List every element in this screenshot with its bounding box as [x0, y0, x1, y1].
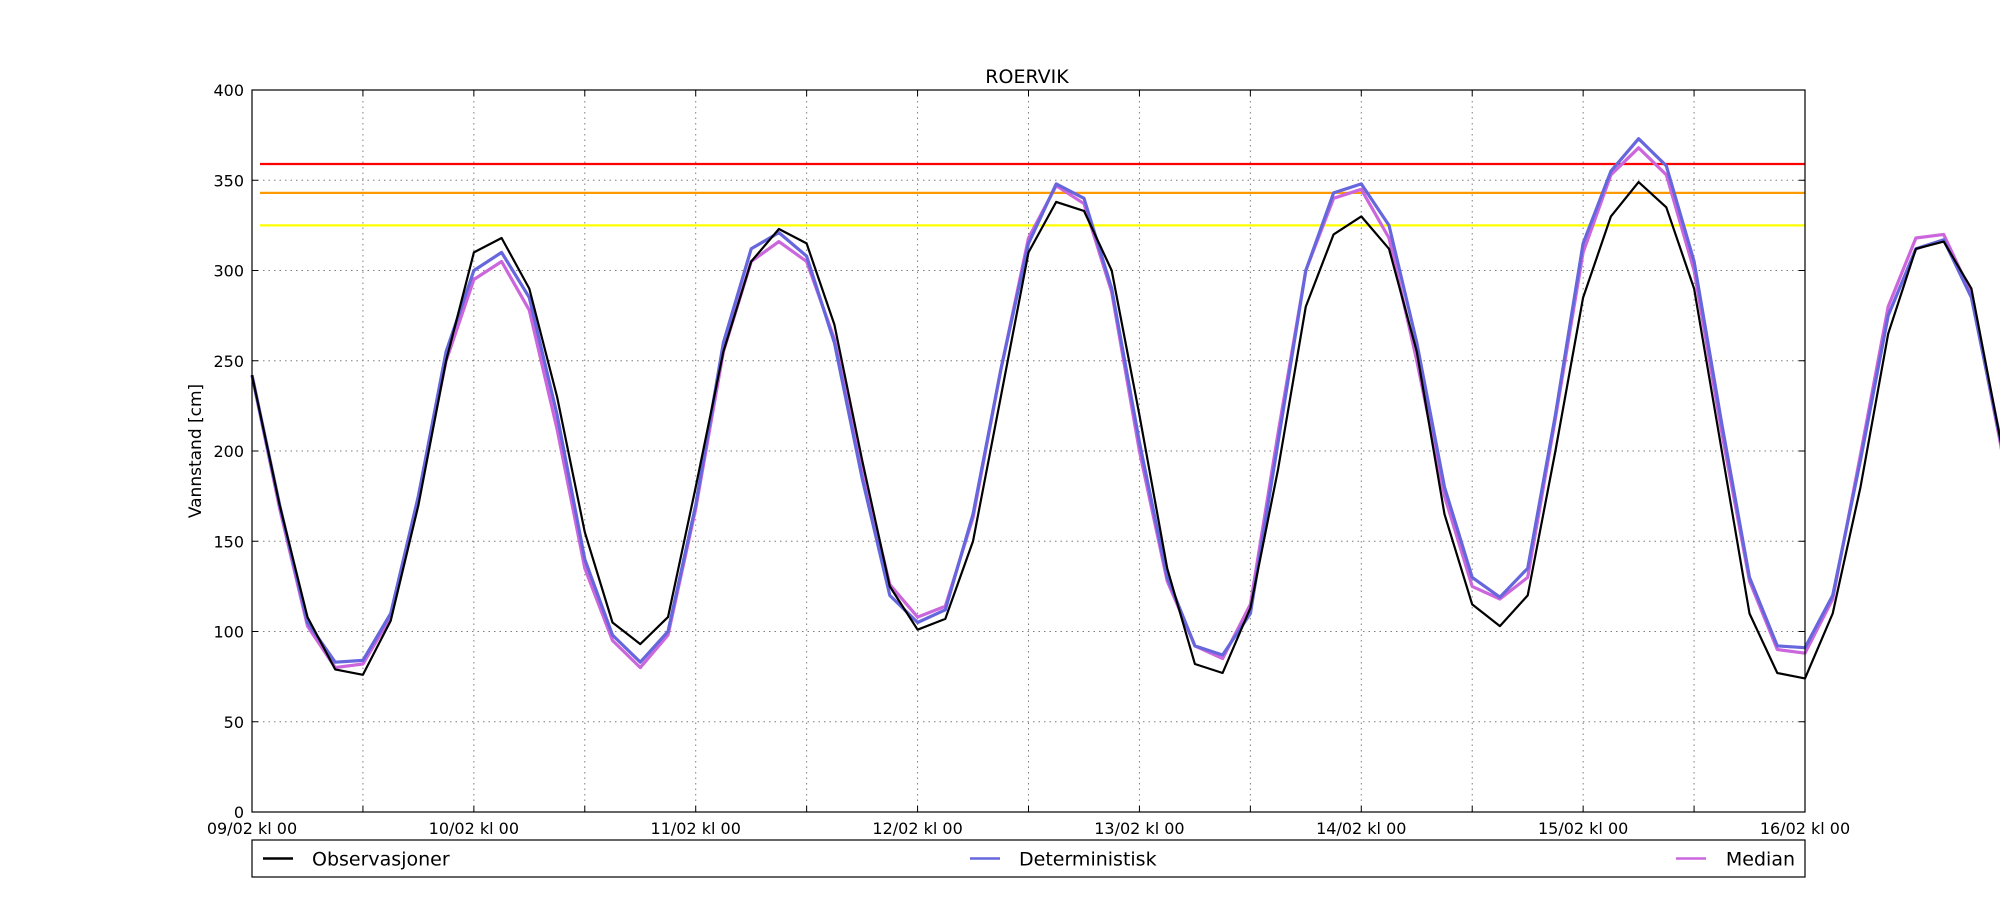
legend-label: Deterministisk — [1019, 849, 1157, 871]
x-tick-label: 09/02 kl 00 — [207, 819, 297, 838]
legend-box — [251, 839, 1806, 878]
axis-ticks: 0 50 100 150 200 250 300 350 400 09/02 kl 00 10/02… — [207, 81, 1850, 838]
y-tick-label: 300 — [213, 262, 244, 281]
y-tick-label: 350 — [213, 171, 244, 190]
y-tick-label: 400 — [213, 81, 244, 100]
x-tick-label: 13/02 kl 00 — [1094, 819, 1184, 838]
x-tick-label: 10/02 kl 00 — [429, 819, 519, 838]
y-tick-label: 200 — [213, 442, 244, 461]
y-tick-label: 50 — [224, 713, 244, 732]
series-line-median — [250, 146, 2000, 670]
x-tick-label: 15/02 kl 00 — [1538, 819, 1628, 838]
series-line-deterministisk — [250, 137, 2000, 664]
legend-label: Median — [1726, 849, 1795, 871]
x-tick-label: 14/02 kl 00 — [1316, 819, 1406, 838]
x-tick-label: 11/02 kl 00 — [651, 819, 741, 838]
threshold-lines — [260, 162, 1805, 227]
x-tick-label: 16/02 kl 00 — [1760, 819, 1850, 838]
legend: Observasjoner Deterministisk Median — [251, 839, 1806, 878]
grid — [252, 90, 1805, 812]
y-tick-label: 250 — [213, 352, 244, 371]
chart-title: ROERVIK — [985, 66, 1069, 88]
y-axis-label: Vannstand [cm] — [186, 384, 206, 518]
series-line-observasjoner — [250, 181, 2000, 680]
y-tick-label: 150 — [213, 532, 244, 551]
legend-label: Observasjoner — [312, 849, 450, 871]
y-tick-label: 100 — [213, 623, 244, 642]
y-tick-label: 0 — [234, 803, 244, 822]
x-tick-label: 12/02 kl 00 — [872, 819, 962, 838]
series-lines — [250, 137, 2000, 680]
